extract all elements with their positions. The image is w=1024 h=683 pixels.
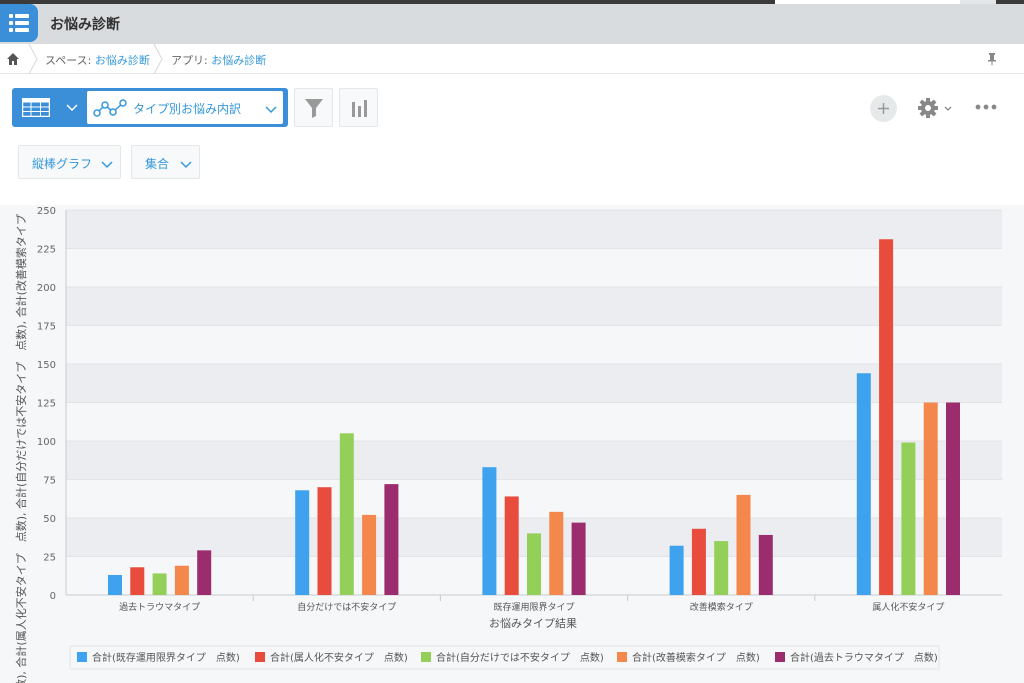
app-title: お悩み診断 bbox=[50, 17, 120, 33]
bar bbox=[856, 373, 871, 595]
y-tick-label: 25 bbox=[43, 553, 56, 564]
chart-icon bbox=[352, 100, 367, 117]
bar bbox=[152, 573, 167, 595]
legend-swatch bbox=[421, 652, 431, 662]
legend-label: 合計(属人化不安タイプ 点数) bbox=[270, 651, 408, 664]
graph-icon bbox=[93, 99, 127, 117]
bar bbox=[923, 402, 938, 595]
bar bbox=[571, 522, 586, 595]
y-tick-label: 100 bbox=[37, 437, 56, 448]
grid-band bbox=[66, 479, 1002, 518]
y-tick-label: 50 bbox=[43, 514, 56, 525]
y-tick-label: 250 bbox=[37, 206, 56, 217]
bar bbox=[317, 487, 332, 595]
chart-type-select[interactable]: 縦棒グラフ bbox=[18, 145, 121, 179]
breadcrumb-separator-icon bbox=[153, 44, 163, 74]
x-tick-label: 自分だけでは不安タイプ bbox=[297, 601, 396, 613]
grid-band bbox=[66, 441, 1002, 480]
y-axis-title: 点数), 合計(属人化不安タイプ 点数), 合計(自分だけでは不安タイプ 点数)… bbox=[14, 214, 28, 683]
bar bbox=[384, 484, 399, 595]
bar bbox=[901, 442, 916, 595]
chevron-down-icon bbox=[180, 161, 192, 169]
bar bbox=[691, 528, 706, 595]
gear-icon[interactable] bbox=[916, 95, 956, 121]
bar bbox=[758, 534, 773, 595]
breadcrumb: スペース: お悩み診断 アプリ: お悩み診断 bbox=[0, 44, 1024, 74]
bar bbox=[669, 545, 684, 595]
bar bbox=[295, 490, 310, 595]
more-icon[interactable] bbox=[974, 101, 998, 113]
legend-label: 合計(改善模索タイプ 点数) bbox=[632, 651, 760, 664]
bar bbox=[549, 511, 564, 595]
chevron-down-icon[interactable] bbox=[265, 104, 277, 114]
breadcrumb-app[interactable]: アプリ: お悩み診断 bbox=[171, 54, 267, 67]
home-icon[interactable] bbox=[6, 52, 20, 66]
window-top-border-segment bbox=[960, 0, 996, 4]
view-select[interactable]: タイプ別お悩み内訳 bbox=[87, 91, 283, 124]
window-top-border-segment bbox=[775, 0, 960, 4]
view-switcher[interactable]: タイプ別お悩み内訳 bbox=[12, 88, 288, 127]
bar bbox=[946, 402, 960, 595]
legend-swatch bbox=[255, 652, 265, 662]
bar bbox=[879, 239, 894, 595]
y-tick-label: 175 bbox=[37, 322, 56, 333]
grid-band bbox=[66, 287, 1002, 326]
legend-label: 合計(過去トラウマタイプ 点数) bbox=[790, 651, 938, 664]
bar bbox=[130, 567, 145, 595]
bar bbox=[339, 433, 354, 595]
bar bbox=[362, 514, 377, 595]
chevron-down-icon[interactable] bbox=[66, 102, 78, 112]
grid-band bbox=[66, 248, 1002, 287]
x-tick-label: 改善模索タイプ bbox=[690, 601, 753, 613]
grid-band bbox=[66, 325, 1002, 364]
breadcrumb-separator-icon bbox=[28, 44, 38, 74]
y-tick-label: 150 bbox=[37, 360, 56, 371]
bar bbox=[108, 574, 122, 595]
bar bbox=[527, 533, 541, 595]
y-tick-label: 225 bbox=[37, 245, 56, 256]
pin-icon[interactable] bbox=[986, 52, 998, 66]
view-name: タイプ別お悩み内訳 bbox=[133, 102, 242, 116]
chart-type-label: 縦棒グラフ bbox=[32, 157, 93, 171]
plus-icon bbox=[878, 103, 889, 114]
filter-icon bbox=[305, 99, 323, 118]
legend-label: 合計(自分だけでは不安タイプ 点数) bbox=[436, 651, 604, 664]
legend-swatch bbox=[77, 652, 87, 662]
chart-panel: 0 25 50 75 100 125 150 175 200 225 250 過去トラウマタイプ 自分だ… bbox=[0, 205, 1024, 683]
bar bbox=[174, 565, 189, 595]
x-axis-title: お悩みタイプ結果 bbox=[489, 616, 577, 630]
bar bbox=[714, 541, 729, 595]
y-tick-label: 125 bbox=[37, 399, 56, 410]
bar bbox=[504, 496, 519, 595]
filter-button[interactable] bbox=[294, 88, 333, 127]
bar-chart: 0 25 50 75 100 125 150 175 200 225 250 過去トラウマタイプ 自分だ… bbox=[14, 206, 1002, 683]
chart-button[interactable] bbox=[339, 88, 378, 127]
x-tick-label: 属人化不安タイプ bbox=[872, 601, 944, 613]
legend-label: 合計(既存運用限界タイプ 点数) bbox=[92, 651, 240, 664]
chevron-down-icon bbox=[101, 161, 113, 169]
bar bbox=[197, 550, 212, 595]
y-tick-label: 200 bbox=[37, 283, 56, 294]
view-toolbar: タイプ別お悩み内訳 bbox=[0, 75, 1024, 205]
bar bbox=[482, 467, 497, 595]
y-tick-label: 75 bbox=[43, 476, 56, 487]
bar bbox=[736, 494, 751, 595]
legend-box bbox=[69, 645, 940, 670]
aggregate-label: 集合 bbox=[145, 157, 170, 171]
breadcrumb-space[interactable]: スペース: お悩み診断 bbox=[45, 54, 150, 67]
grid-band bbox=[66, 364, 1002, 403]
add-record-button[interactable] bbox=[870, 95, 897, 122]
legend-swatch bbox=[617, 652, 627, 662]
app-list-icon[interactable] bbox=[0, 4, 38, 42]
aggregate-select[interactable]: 集合 bbox=[131, 145, 200, 179]
x-tick-label: 過去トラウマタイプ bbox=[119, 601, 200, 613]
grid-band bbox=[66, 402, 1002, 441]
grid-band bbox=[66, 210, 1002, 249]
app-header: お悩み診断 bbox=[0, 4, 1024, 44]
table-icon[interactable] bbox=[22, 98, 50, 117]
x-tick-label: 既存運用限界タイプ bbox=[493, 601, 574, 613]
y-tick-label: 0 bbox=[50, 591, 56, 602]
legend-swatch bbox=[775, 652, 785, 662]
window-top-border bbox=[0, 0, 1024, 4]
